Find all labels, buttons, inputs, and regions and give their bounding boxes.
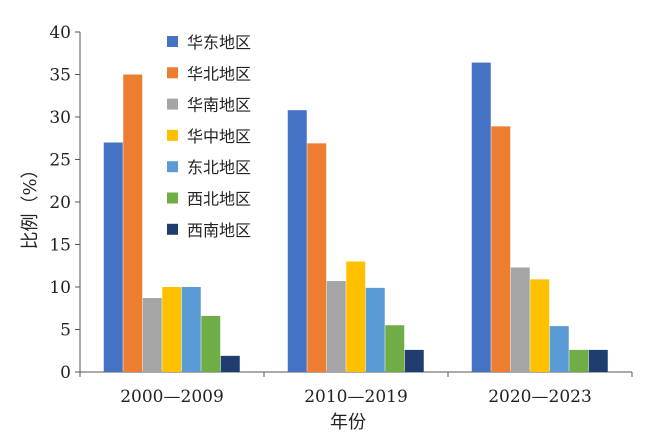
bar bbox=[365, 287, 385, 372]
legend-label: 华南地区 bbox=[187, 96, 251, 115]
bar bbox=[510, 267, 530, 372]
legend-label: 西北地区 bbox=[187, 190, 251, 209]
legend-swatch bbox=[167, 161, 178, 173]
legend-swatch bbox=[167, 36, 178, 47]
y-tick-label: 0 bbox=[60, 363, 71, 383]
y-tick-label: 40 bbox=[49, 23, 71, 43]
y-tick-label: 5 bbox=[60, 321, 71, 341]
y-tick-label: 35 bbox=[49, 66, 71, 86]
bar bbox=[103, 142, 123, 372]
y-axis-title: 比例（%） bbox=[20, 160, 41, 249]
x-axis: 2000—2009 2010—2019 2020—2023 bbox=[79, 371, 633, 407]
bar bbox=[201, 315, 221, 372]
bar bbox=[220, 355, 240, 372]
bar bbox=[404, 349, 424, 372]
bar bbox=[162, 287, 182, 372]
legend-swatch bbox=[167, 223, 178, 235]
bar bbox=[142, 298, 162, 372]
y-tick-label: 30 bbox=[49, 108, 71, 128]
legend-label: 东北地区 bbox=[187, 158, 251, 177]
x-axis-title: 年份 bbox=[330, 412, 366, 433]
legend-swatch bbox=[167, 98, 178, 110]
bar bbox=[181, 287, 201, 372]
bar bbox=[287, 110, 307, 372]
bar bbox=[491, 126, 511, 372]
bar bbox=[549, 326, 569, 372]
bar bbox=[588, 349, 608, 372]
bar bbox=[307, 143, 327, 372]
bar bbox=[385, 325, 405, 372]
y-tick-label: 10 bbox=[49, 278, 71, 298]
y-axis: 0 5 10 15 20 25 30 35 40 bbox=[49, 23, 81, 383]
x-category-label: 2000—2009 bbox=[120, 387, 224, 407]
x-category-label: 2020—2023 bbox=[488, 387, 592, 407]
bar bbox=[530, 279, 550, 372]
y-tick-label: 25 bbox=[49, 151, 71, 171]
y-tick-label: 20 bbox=[49, 193, 71, 213]
legend-label: 西南地区 bbox=[187, 221, 251, 240]
y-tick-label: 15 bbox=[49, 236, 71, 256]
legend-swatch bbox=[167, 67, 178, 79]
bar bbox=[471, 62, 491, 372]
bar bbox=[346, 261, 366, 372]
bar bbox=[326, 281, 346, 372]
bar bbox=[569, 349, 589, 372]
legend-swatch bbox=[167, 192, 178, 204]
x-category-label: 2010—2019 bbox=[304, 387, 408, 407]
legend-label: 华东地区 bbox=[187, 33, 251, 52]
legend-label: 华中地区 bbox=[187, 127, 251, 146]
legend-swatch bbox=[167, 129, 178, 141]
legend-label: 华北地区 bbox=[187, 64, 251, 83]
bar bbox=[123, 74, 143, 372]
bars bbox=[103, 62, 608, 372]
